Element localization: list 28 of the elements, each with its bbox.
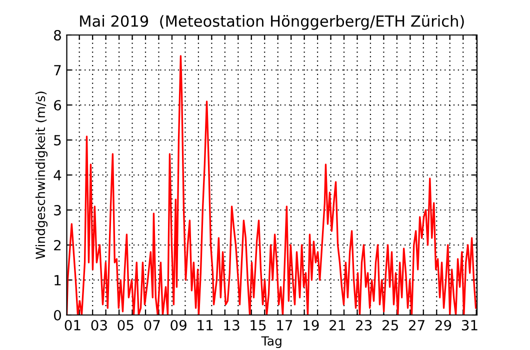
x-axis-title: Tag	[261, 336, 282, 348]
x-tick-label: 29	[435, 320, 452, 330]
x-tick-label: 21	[330, 320, 345, 330]
y-tick-label: 2	[54, 240, 61, 250]
y-tick-label: 8	[54, 30, 61, 40]
x-tick-label: 17	[277, 320, 292, 330]
x-tick-label: 23	[356, 320, 372, 330]
x-tick-label: 09	[170, 320, 186, 330]
y-tick-label: 7	[54, 65, 61, 76]
y-tick-label: 5	[54, 135, 61, 146]
x-tick-label: 25	[382, 320, 398, 330]
y-tick-label: 1	[54, 275, 61, 286]
x-tick-label: 19	[304, 320, 319, 330]
x-tick-label: 01	[64, 320, 80, 330]
y-tick-label: 0	[54, 310, 61, 320]
x-tick-label: 15	[250, 320, 266, 330]
x-tick-label: 05	[118, 320, 134, 330]
chart-title: Mai 2019 (Meteostation Hönggerberg/ETH Zürich)	[80, 15, 464, 30]
y-tick-label: 6	[54, 100, 62, 110]
y-tick-label: 4	[54, 170, 62, 180]
y-tick-label: 3	[54, 204, 61, 216]
x-tick-label: 13	[224, 320, 240, 330]
x-tick-label: 31	[462, 320, 478, 330]
x-tick-label: 11	[198, 320, 213, 330]
x-tick-label: 03	[91, 320, 107, 330]
x-tick-label: 27	[408, 320, 424, 330]
y-axis-title: Windgeschwindigkeit (m/s)	[35, 92, 48, 259]
x-tick-label: 07	[144, 320, 160, 330]
